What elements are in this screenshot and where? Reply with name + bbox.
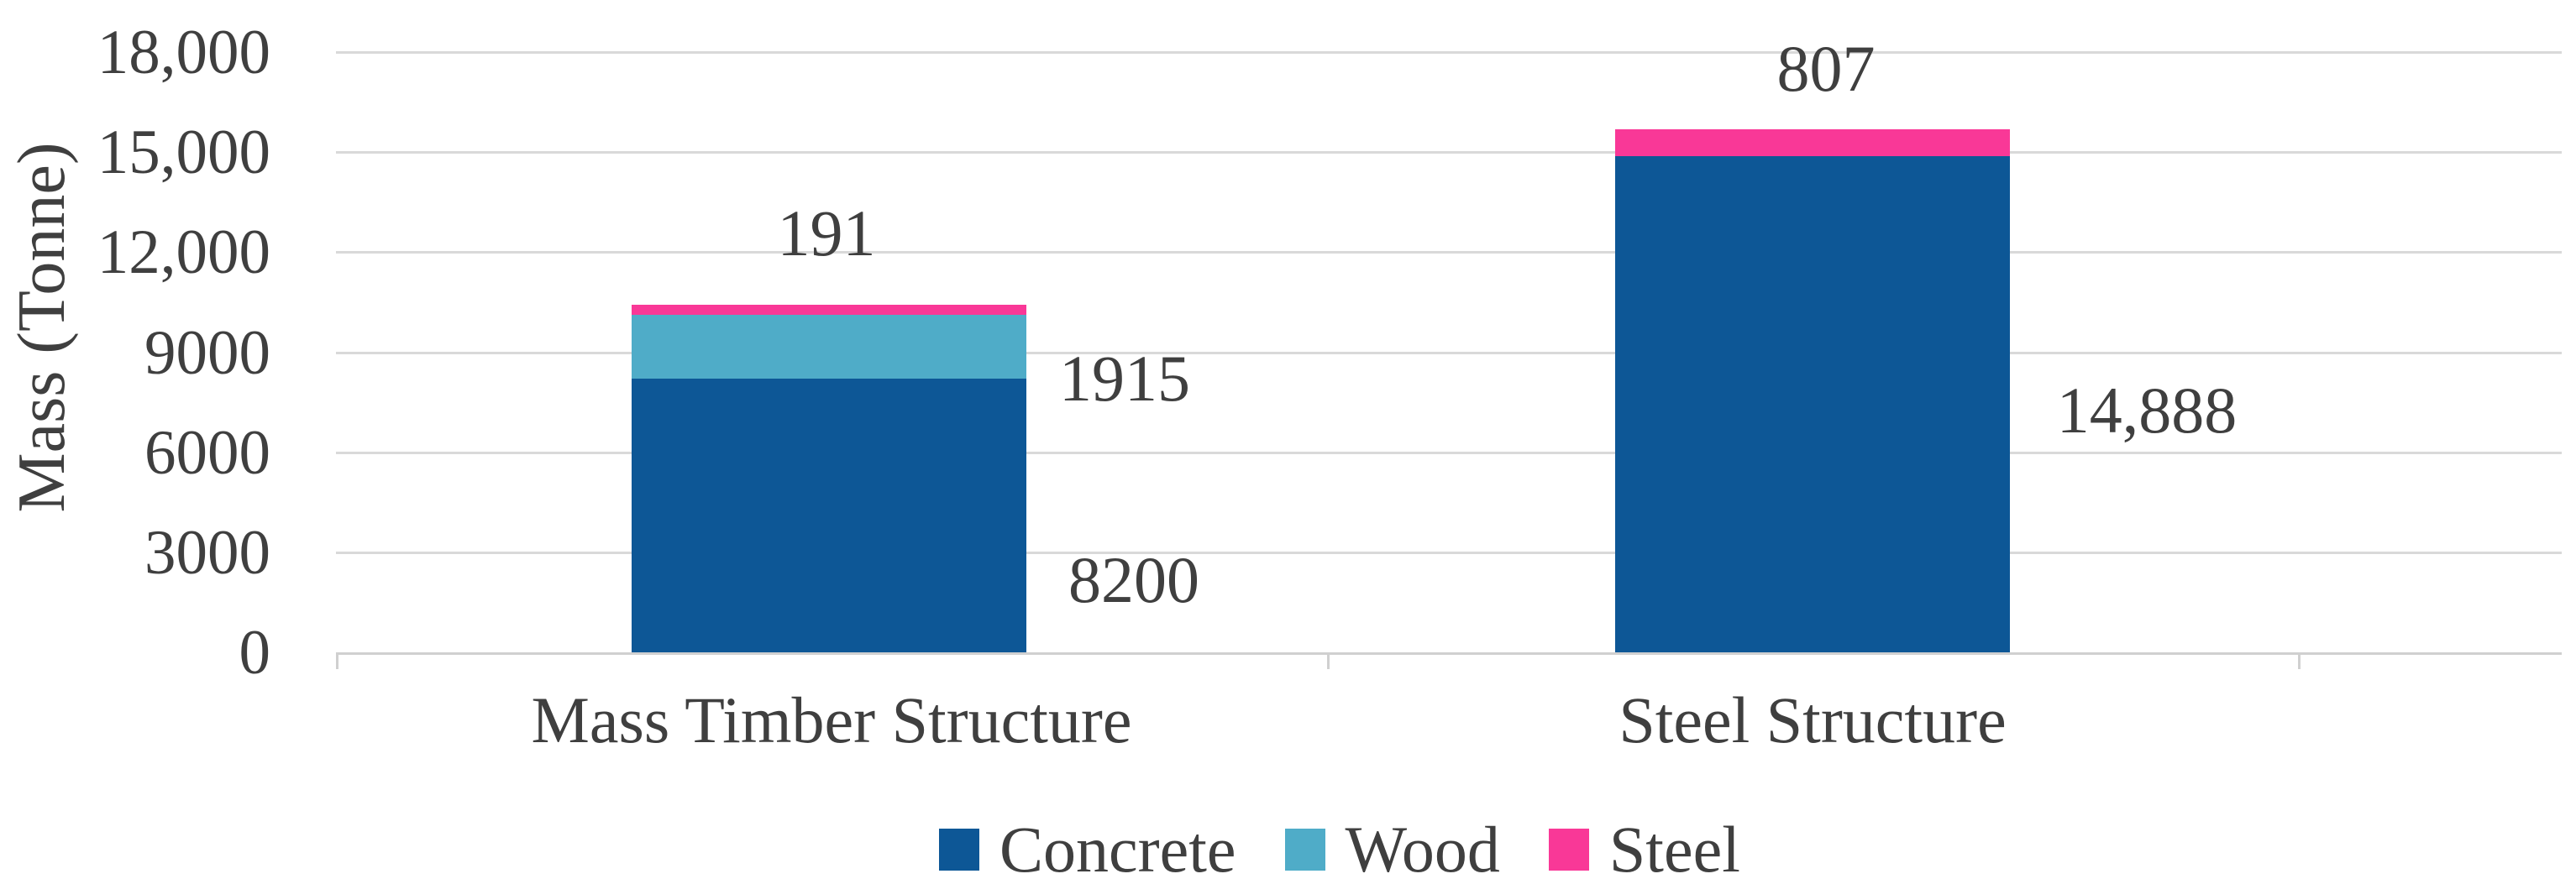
legend-swatch-steel xyxy=(1548,829,1589,871)
y-axis-tick-label: 0 xyxy=(239,618,271,688)
gridline xyxy=(336,151,2562,154)
legend-label: Concrete xyxy=(999,813,1236,879)
data-label: 14,888 xyxy=(2056,374,2238,447)
y-axis-tick-label: 15,000 xyxy=(97,118,270,187)
x-axis-tick xyxy=(1327,652,1330,669)
legend-label: Wood xyxy=(1345,813,1500,879)
legend: Concrete Wood Steel xyxy=(939,816,1740,879)
category-label: Steel Structure xyxy=(1619,683,2007,756)
data-label: 8200 xyxy=(1068,543,1199,616)
y-axis-tick-label: 3000 xyxy=(144,518,270,588)
x-axis-tick xyxy=(2298,652,2301,669)
gridline xyxy=(336,552,2562,554)
y-axis-tick-label: 9000 xyxy=(144,318,270,388)
data-label: 191 xyxy=(777,196,876,269)
x-axis-tick xyxy=(336,652,338,669)
bar-segment-steel xyxy=(632,305,1026,316)
legend-swatch-wood xyxy=(1284,829,1325,871)
y-axis-tick-label: 12,000 xyxy=(97,217,270,287)
bar-segment-concrete xyxy=(632,379,1026,652)
legend-item-concrete: Concrete xyxy=(939,816,1236,879)
y-axis-tick-label: 18,000 xyxy=(97,18,270,87)
bar-segment-concrete xyxy=(1615,155,2010,652)
legend-label: Steel xyxy=(1608,813,1740,879)
x-axis-line xyxy=(336,652,2562,655)
bar-segment-wood xyxy=(632,315,1026,379)
data-label: 807 xyxy=(1776,32,1876,105)
gridline xyxy=(336,51,2562,54)
y-axis-tick-label: 6000 xyxy=(144,418,270,488)
gridline xyxy=(336,452,2562,454)
gridline xyxy=(336,352,2562,354)
gridline xyxy=(336,251,2562,254)
legend-item-wood: Wood xyxy=(1284,813,1500,879)
data-label: 1915 xyxy=(1059,342,1190,415)
legend-item-steel: Steel xyxy=(1548,813,1740,879)
legend-swatch-concrete xyxy=(939,829,979,871)
category-label: Mass Timber Structure xyxy=(531,683,1132,756)
bar-segment-steel xyxy=(1615,128,2010,156)
